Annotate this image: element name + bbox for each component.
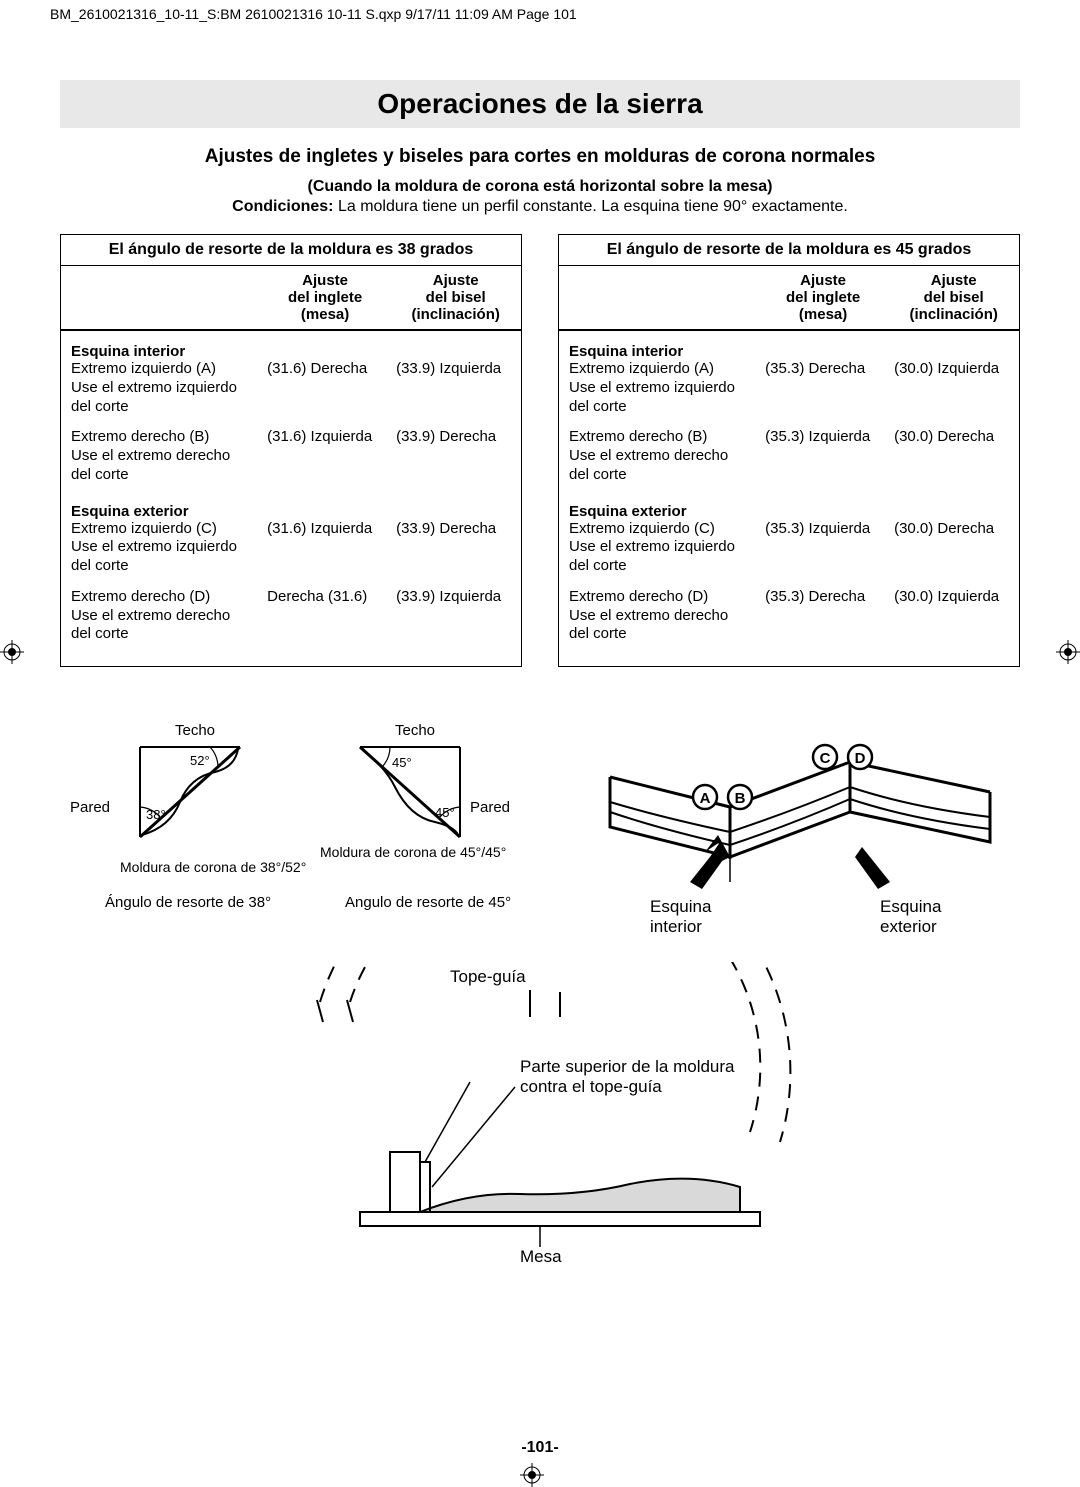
row-desc: Extremo derecho (D)Use el extremo derech… [61,588,263,644]
row-miter: (31.6) Izquierda [263,428,392,445]
label-B: B [735,790,746,807]
table-45-head: Ajuste del inglete (mesa) Ajuste del bis… [559,266,1019,331]
section-label: Esquina interior [61,343,521,360]
row-bevel: (30.0) Derecha [890,428,1019,445]
diagrams-row: Techo Pared 52° 38° Moldura de corona de… [60,717,1020,942]
doc-header: BM_2610021316_10-11_S:BM 2610021316 10-1… [50,6,577,22]
col-miter: Ajuste del inglete (mesa) [260,266,391,329]
diagram-table-fence-svg: Tope-guía Parte superior de la moldura c… [220,962,860,1282]
table-row: Extremo derecho (D)Use el extremo derech… [559,588,1019,656]
resorte38-label: Ángulo de resorte de 38° [105,894,271,911]
row-miter: (35.3) Derecha [761,588,890,605]
condition-body: La moldura tiene un perfil constante. La… [334,198,848,215]
table-45: El ángulo de resorte de la moldura es 45… [558,234,1020,667]
col-empty [559,266,758,329]
section-label: Esquina interior [559,343,1019,360]
table-row: Extremo izquierdo (C)Use el extremo izqu… [559,520,1019,588]
row-bevel: (30.0) Izquierda [890,360,1019,377]
techo-label: Techo [175,722,215,739]
label-C: C [820,750,831,767]
esq-int-l2: interior [650,917,702,936]
diagram-corner: A B C D Esquina interior Esquina exterio… [590,717,1010,942]
table-row: Extremo izquierdo (A)Use el extremo izqu… [61,360,521,428]
esq-int-l1: Esquina [650,897,712,916]
page-title: Operaciones de la sierra [60,80,1020,128]
diagram-45-svg: Techo Pared 45° 45° Moldura de corona de… [310,717,560,917]
col-bevel: Ajuste del bisel (inclinación) [888,266,1019,329]
ang38: 38° [146,807,166,822]
label-D: D [855,750,866,767]
condition-bold: (Cuando la moldura de corona está horizo… [60,178,1020,196]
reg-mark-bottom [520,1463,544,1487]
condition-prefix: Condiciones: [232,198,333,215]
section-label: Esquina exterior [559,503,1019,520]
row-desc: Extremo izquierdo (A)Use el extremo izqu… [559,360,761,416]
row-desc: Extremo izquierdo (C)Use el extremo izqu… [61,520,263,576]
table-38-head: Ajuste del inglete (mesa) Ajuste del bis… [61,266,521,331]
row-miter: Derecha (31.6) [263,588,392,605]
mold38-label: Moldura de corona de 38°/52° [120,859,306,875]
tables-row: El ángulo de resorte de la moldura es 38… [60,234,1020,667]
esq-ext-l2: exterior [880,917,937,936]
parte-l2: contra el tope-guía [520,1077,662,1096]
table-row: Extremo derecho (B)Use el extremo derech… [559,428,1019,496]
table-45-body: Esquina interiorExtremo izquierdo (A)Use… [559,331,1019,666]
ang52: 52° [190,753,210,768]
row-miter: (31.6) Izquierda [263,520,392,537]
row-desc: Extremo derecho (B)Use el extremo derech… [61,428,263,484]
esq-ext-l1: Esquina [880,897,942,916]
row-bevel: (30.0) Derecha [890,520,1019,537]
row-bevel: (33.9) Derecha [392,428,521,445]
row-desc: Extremo derecho (B)Use el extremo derech… [559,428,761,484]
pared-label: Pared [70,799,110,816]
row-miter: (35.3) Derecha [761,360,890,377]
row-bevel: (33.9) Izquierda [392,588,521,605]
page-subtitle: Ajustes de ingletes y biseles para corte… [60,146,1020,168]
table-row: Extremo izquierdo (A)Use el extremo izqu… [559,360,1019,428]
label-A: A [700,790,711,807]
table-38: El ángulo de resorte de la moldura es 38… [60,234,522,667]
table-row: Extremo izquierdo (C)Use el extremo izqu… [61,520,521,588]
row-miter: (35.3) Izquierda [761,520,890,537]
row-miter: (31.6) Derecha [263,360,392,377]
ang45b: 45° [435,805,455,820]
table-row: Extremo derecho (B)Use el extremo derech… [61,428,521,496]
row-desc: Extremo izquierdo (C)Use el extremo izqu… [559,520,761,576]
row-bevel: (33.9) Derecha [392,520,521,537]
row-desc: Extremo izquierdo (A)Use el extremo izqu… [61,360,263,416]
diagram-45-spring: Techo Pared 45° 45° Moldura de corona de… [310,717,560,922]
pared-label: Pared [470,799,510,816]
mold45-label: Moldura de corona de 45°/45° [320,844,506,860]
col-miter: Ajuste del inglete (mesa) [758,266,889,329]
section-label: Esquina exterior [61,503,521,520]
condition-text: Condiciones: La moldura tiene un perfil … [60,198,1020,216]
reg-mark-left [0,640,24,664]
row-desc: Extremo derecho (D)Use el extremo derech… [559,588,761,644]
table-row: Extremo derecho (D)Use el extremo derech… [61,588,521,656]
row-bevel: (33.9) Izquierda [392,360,521,377]
table-38-title: El ángulo de resorte de la moldura es 38… [61,235,521,266]
table-45-title: El ángulo de resorte de la moldura es 45… [559,235,1019,266]
reg-mark-right [1056,640,1080,664]
row-miter: (35.3) Izquierda [761,428,890,445]
row-bevel: (30.0) Izquierda [890,588,1019,605]
resorte45-label: Angulo de resorte de 45° [345,894,511,911]
ang45a: 45° [392,755,412,770]
parte-l1: Parte superior de la moldura [520,1057,735,1076]
page-number: -101- [0,1439,1080,1457]
mesa-label: Mesa [520,1247,562,1266]
diagram-38-svg: Techo Pared 52° 38° Moldura de corona de… [60,717,310,917]
tope-label: Tope-guía [450,967,526,986]
techo-label: Techo [395,722,435,739]
col-empty [61,266,260,329]
diagram-38-spring: Techo Pared 52° 38° Moldura de corona de… [60,717,310,922]
diagram-corner-svg: A B C D Esquina interior Esquina exterio… [590,717,1010,937]
diagram-table-fence: Tope-guía Parte superior de la moldura c… [60,962,1020,1287]
table-38-body: Esquina interiorExtremo izquierdo (A)Use… [61,331,521,666]
col-bevel: Ajuste del bisel (inclinación) [390,266,521,329]
